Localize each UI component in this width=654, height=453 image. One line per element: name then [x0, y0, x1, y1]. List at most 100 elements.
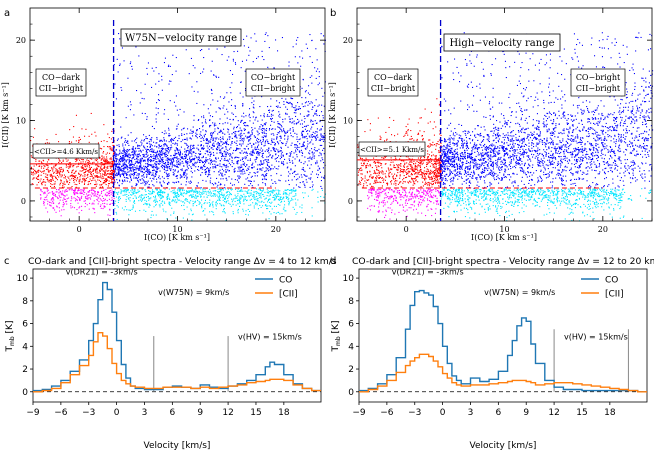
data-point	[152, 174, 154, 176]
data-point	[106, 170, 108, 172]
data-point	[149, 198, 151, 200]
data-point	[203, 104, 205, 106]
data-point	[212, 195, 214, 197]
data-point	[266, 160, 268, 162]
data-point	[141, 159, 143, 161]
data-point	[219, 188, 221, 190]
data-point	[156, 178, 158, 180]
data-point	[259, 152, 261, 154]
data-point	[155, 173, 157, 175]
data-point	[291, 199, 293, 201]
data-point	[282, 118, 284, 120]
data-point	[296, 147, 298, 149]
data-point	[194, 189, 196, 191]
data-point	[132, 163, 134, 165]
data-point	[107, 162, 109, 164]
data-point	[160, 190, 162, 192]
data-point	[165, 162, 167, 164]
data-point	[248, 136, 250, 138]
data-point	[314, 147, 316, 149]
data-point	[245, 213, 247, 215]
data-point	[240, 67, 242, 69]
data-point	[240, 187, 242, 189]
data-point	[194, 191, 196, 193]
data-point	[117, 182, 119, 184]
data-point	[185, 184, 187, 186]
data-point	[88, 160, 90, 162]
data-point	[59, 210, 61, 212]
data-point	[139, 179, 141, 181]
data-point	[161, 160, 163, 162]
data-point	[242, 143, 244, 145]
data-point	[85, 168, 87, 170]
data-point	[144, 184, 146, 186]
data-point	[180, 152, 182, 154]
data-point	[171, 146, 173, 148]
data-point	[124, 194, 126, 196]
data-point	[295, 193, 297, 195]
data-point	[316, 162, 318, 164]
data-point	[253, 151, 255, 153]
data-point	[121, 89, 123, 91]
data-point	[207, 151, 209, 153]
data-point	[218, 107, 220, 109]
data-point	[196, 196, 198, 198]
data-point	[127, 197, 129, 199]
data-point	[129, 170, 131, 172]
data-point	[309, 150, 311, 152]
data-point	[90, 189, 92, 191]
data-point	[247, 132, 249, 134]
data-point	[309, 186, 311, 188]
data-point	[129, 209, 131, 211]
data-point	[168, 203, 170, 205]
data-point	[58, 176, 60, 178]
data-point	[275, 168, 277, 170]
data-point	[196, 205, 198, 207]
data-point	[124, 171, 126, 173]
data-point	[206, 196, 208, 198]
data-point	[214, 189, 216, 191]
data-point	[128, 144, 130, 146]
data-point	[178, 135, 180, 137]
data-point	[290, 189, 292, 191]
data-point	[244, 128, 246, 130]
data-point	[224, 184, 226, 186]
data-point	[213, 154, 215, 156]
data-point	[256, 200, 258, 202]
data-point	[71, 188, 73, 190]
data-point	[126, 173, 128, 175]
data-point	[168, 182, 170, 184]
data-point	[51, 184, 53, 186]
data-point	[78, 181, 80, 183]
data-point	[150, 197, 152, 199]
data-point	[73, 126, 75, 128]
data-point	[246, 169, 248, 171]
data-point	[555, 149, 557, 151]
data-point	[183, 173, 185, 175]
data-point	[284, 210, 286, 212]
data-point	[242, 161, 244, 163]
data-point	[321, 144, 323, 146]
data-point	[117, 163, 119, 165]
data-point	[60, 190, 62, 192]
data-point	[75, 161, 77, 163]
data-point	[104, 194, 106, 196]
data-point	[219, 197, 221, 199]
data-point	[40, 198, 42, 200]
data-point	[71, 171, 73, 173]
data-point	[200, 196, 202, 198]
data-point	[190, 144, 192, 146]
data-point	[168, 151, 170, 153]
data-point	[155, 172, 157, 174]
data-point	[321, 87, 323, 89]
data-point	[223, 205, 225, 207]
data-point	[166, 197, 168, 199]
data-point	[281, 151, 283, 153]
data-point	[293, 208, 295, 210]
data-point	[291, 142, 293, 144]
data-point	[288, 184, 290, 186]
data-point	[158, 159, 160, 161]
data-point	[71, 189, 73, 191]
data-point	[173, 189, 175, 191]
data-point	[275, 148, 277, 150]
